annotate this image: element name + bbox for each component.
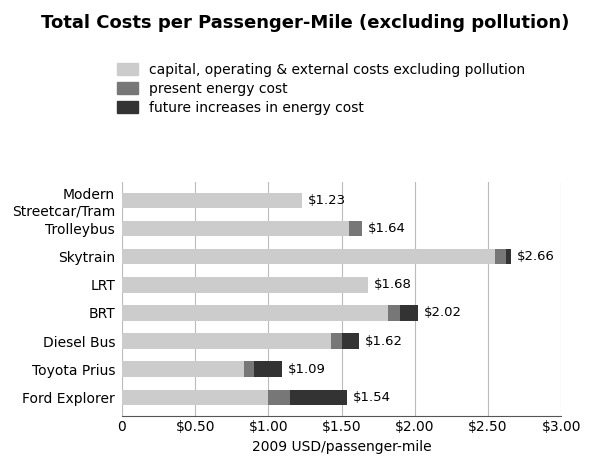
Bar [342,333,359,349]
Text: $1.54: $1.54 [353,391,391,404]
Bar [122,249,495,264]
Text: $1.62: $1.62 [365,334,403,347]
Text: $1.09: $1.09 [287,363,325,375]
Bar [122,361,243,377]
Bar [290,389,348,405]
Bar [389,305,400,321]
Bar [122,333,331,349]
Bar [122,389,268,405]
Text: $1.23: $1.23 [308,194,346,207]
Bar [243,361,254,377]
Bar [122,305,389,321]
Bar [122,277,368,292]
Legend: capital, operating & external costs excluding pollution, present energy cost, fu: capital, operating & external costs excl… [117,63,525,115]
X-axis label: 2009 USD/passenger-mile: 2009 USD/passenger-mile [252,440,431,454]
Bar [349,221,362,236]
Bar [122,193,302,208]
Text: $2.66: $2.66 [517,250,555,263]
Bar [122,221,349,236]
Bar [268,389,290,405]
Bar [331,333,342,349]
Bar [254,361,282,377]
Bar [495,249,506,264]
Text: Total Costs per Passenger-Mile (excluding pollution): Total Costs per Passenger-Mile (excludin… [41,14,569,32]
Text: $1.64: $1.64 [368,222,406,235]
Bar [506,249,511,264]
Text: $1.68: $1.68 [374,278,412,291]
Text: $2.02: $2.02 [423,306,462,319]
Bar [400,305,418,321]
